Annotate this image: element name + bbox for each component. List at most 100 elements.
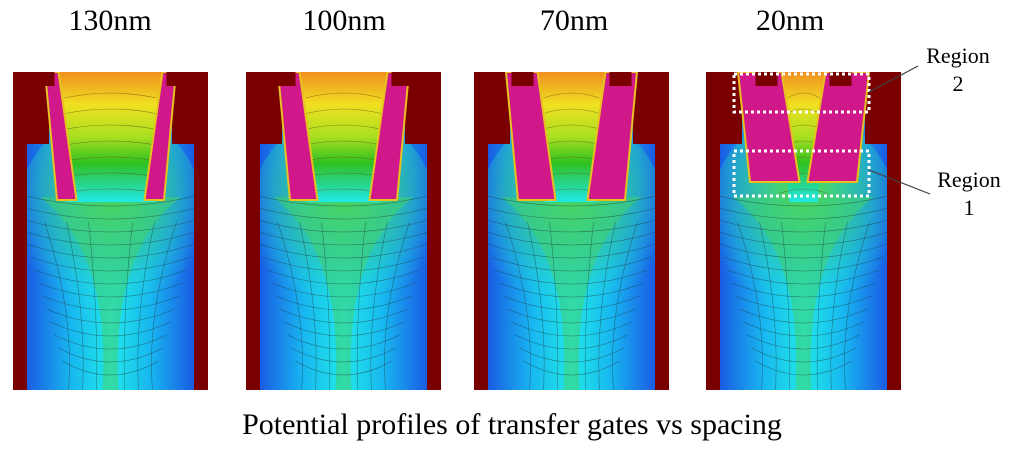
contour-line [781,221,791,390]
contour-line [612,221,638,390]
contour-line [511,321,632,337]
right-wall [655,72,669,390]
contour-line [503,295,640,311]
contour-line [844,221,870,390]
contour-line [303,108,384,115]
contour-line [541,108,602,115]
contour-line [321,221,331,390]
contour-line [14,204,207,220]
contour-line [491,256,652,272]
contour-line [505,221,531,390]
contour-line [384,221,410,390]
contour-line [499,282,644,298]
panel-title-100nm: 100nm [302,4,386,37]
gate-right [586,72,639,201]
potential-valley [501,197,642,390]
contour-line [370,221,388,390]
contour-line [356,221,366,390]
contour-line [549,221,559,390]
potential-profile-20nm [706,72,901,390]
contour-line [305,92,382,99]
channel-region [291,72,396,202]
contour-line [543,92,600,99]
right-wall [887,72,901,390]
contour-line [62,360,159,376]
panel-title-130nm: 130nm [68,4,152,37]
left-wall [246,72,260,390]
left-wall [13,72,27,390]
contour-line [487,243,656,259]
region-1-box [732,149,871,198]
contour-line [737,221,763,390]
gate-left [43,72,78,201]
contour-line [778,188,829,195]
contour-line [706,192,901,207]
contact-left [511,72,534,86]
contour-line [474,192,669,207]
contour-line [507,308,636,324]
contour-line [151,221,177,390]
contour-line [527,221,545,390]
contour-line [719,243,888,259]
channel-region [50,72,171,202]
contour-line [479,217,664,233]
region-1-label: Region 1 [914,166,1024,222]
contour-line [739,308,868,324]
panel-title-20nm: 20nm [755,4,825,37]
contour-line [123,221,133,390]
contour-line [267,269,420,285]
contour-line [247,204,440,220]
contour-line [830,221,848,390]
potential-profile-130nm [13,72,208,390]
oxide-left [474,72,510,144]
contour-line [137,221,155,390]
contour-line [707,204,900,220]
contour-line [246,192,441,207]
contact-right [391,72,414,86]
contour-line [731,282,876,298]
contour-line [22,230,199,246]
contour-line [787,92,820,99]
contact-left [32,72,55,86]
contour-line [54,334,167,350]
contour-line [584,221,594,390]
potential-valley [733,197,874,390]
contour-line [816,221,826,390]
contour-line [263,256,424,272]
contour-line [13,192,208,207]
region-1-label-line2: 1 [963,195,975,220]
region-1-leader [868,169,931,195]
contour-line [723,256,884,272]
contour-line [523,360,620,376]
contour-line [302,124,385,131]
potential-valley [273,197,414,390]
contour-line [30,256,191,272]
contour-line [755,360,852,376]
contour-line [295,360,392,376]
contour-line [759,221,777,390]
contour-line [50,321,171,337]
left-wall [474,72,488,390]
region-1-label-line1: Region [937,167,1001,192]
potential-profile-100nm [246,72,441,390]
potential-valley [40,197,181,390]
oxide-left [706,72,742,144]
right-wall [194,72,208,390]
contour-line [64,92,157,99]
contour-line [598,221,616,390]
region-2-label-line1: Region [926,43,990,68]
gate-right [806,72,871,183]
contour-line [275,295,412,311]
contact-right [166,72,189,86]
contour-line [495,269,648,285]
contour-line [727,269,880,285]
gate-right [143,72,178,201]
oxide-right [633,72,669,144]
left-wall [706,72,720,390]
contour-line [61,124,160,131]
contact-right [609,72,632,86]
contour-line [46,308,175,324]
contact-left [273,72,296,86]
region-2-label-line2: 2 [952,71,964,96]
